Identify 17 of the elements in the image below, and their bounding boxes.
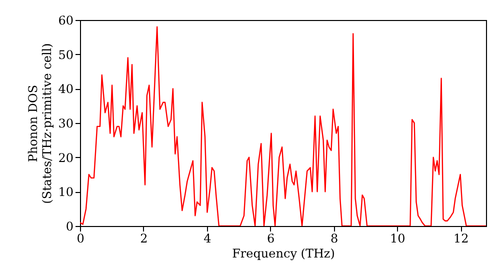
y-tick-label: 60	[58, 14, 74, 28]
y-tick-label: 30	[58, 116, 74, 130]
x-tick-label: 12	[453, 232, 469, 246]
x-tick-label: 0	[76, 232, 84, 246]
x-tick-label: 6	[266, 232, 275, 246]
y-tick-label: 20	[58, 150, 74, 165]
x-tick-label: 4	[204, 232, 212, 246]
x-tick-label: 8	[330, 232, 338, 246]
line-series	[80, 26, 486, 226]
y-axis-title: Phonon DOS (States/THz·primitive cell)	[26, 43, 54, 204]
x-tick-label: 2	[140, 232, 148, 246]
x-axis-title: Frequency (THz)	[232, 246, 335, 260]
y-tick-label: 0	[66, 220, 74, 234]
y-tick-label: 40	[58, 82, 74, 96]
x-tick-label: 10	[390, 232, 406, 246]
y-tick-label: 50	[58, 48, 74, 62]
y-tick-label: 10	[58, 185, 74, 200]
